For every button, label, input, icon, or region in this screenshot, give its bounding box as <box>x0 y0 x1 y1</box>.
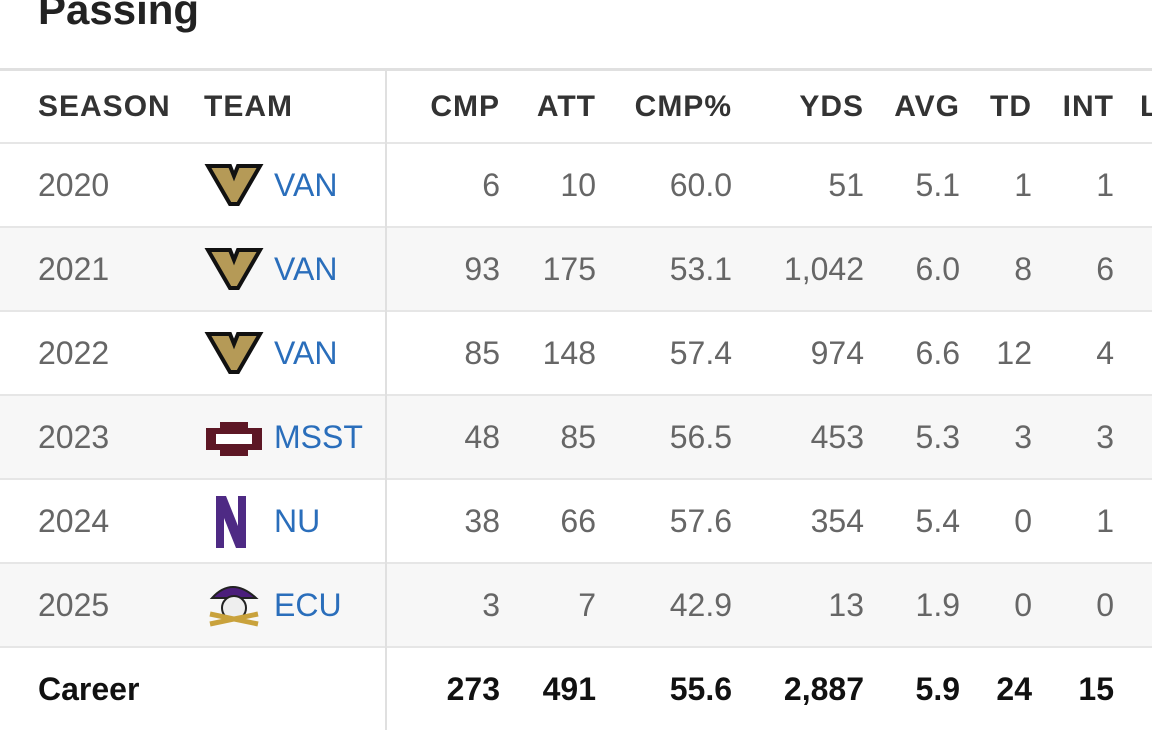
team-link: VAN <box>274 166 338 203</box>
column-header: SEASON <box>38 90 171 123</box>
stat-value: 13 <box>828 586 864 623</box>
van-logo <box>204 164 264 206</box>
column-header: L <box>1140 90 1152 123</box>
column-header: ATT <box>536 90 596 123</box>
season: 2020 <box>38 166 110 203</box>
stat-value: 148 <box>542 334 596 371</box>
msst-logo <box>206 422 262 456</box>
stat-value: 66 <box>560 502 596 539</box>
column-header: CMP <box>430 90 500 123</box>
total-value: 55.6 <box>669 670 732 707</box>
stat-value: 85 <box>464 334 500 371</box>
stat-value: 1 <box>1014 166 1032 203</box>
ecu-logo <box>209 586 259 627</box>
stat-value: 38 <box>464 502 500 539</box>
stat-value: 3 <box>1014 418 1032 455</box>
stat-value: 6 <box>1096 250 1114 287</box>
stat-value: 12 <box>996 334 1032 371</box>
data-row: 2021 VAN 93 175 53.1 1,042 6.0 8 6 <box>0 226 1152 310</box>
stat-value: 53.1 <box>669 250 732 287</box>
stat-value: 56.5 <box>669 418 732 455</box>
stat-value: 60.0 <box>669 166 732 203</box>
stat-value: 42.9 <box>669 586 732 623</box>
stat-value: 8 <box>1014 250 1032 287</box>
stat-value: 1 <box>1096 502 1114 539</box>
stat-value: 1,042 <box>783 250 864 287</box>
stat-value: 6.0 <box>915 250 960 287</box>
stat-value: 10 <box>560 166 596 203</box>
stat-value: 0 <box>1014 502 1032 539</box>
total-value: 15 <box>1078 670 1114 707</box>
stat-value: 354 <box>810 502 864 539</box>
data-row: 2023 MSST 48 85 56.5 453 5.3 3 3 <box>0 394 1152 478</box>
column-header: TEAM <box>204 90 293 123</box>
stat-value: 5.3 <box>915 418 960 455</box>
stat-value: 85 <box>560 418 596 455</box>
column-divider <box>385 70 387 730</box>
stat-value: 0 <box>1096 586 1114 623</box>
total-value: 5.9 <box>915 670 960 707</box>
total-value: 24 <box>996 670 1032 707</box>
stat-value: 453 <box>810 418 864 455</box>
season: 2025 <box>38 586 110 623</box>
stat-value: 175 <box>542 250 596 287</box>
stat-value: 51 <box>828 166 864 203</box>
stat-value: 48 <box>464 418 500 455</box>
team-link: NU <box>274 502 321 539</box>
footer-label: Career <box>38 670 140 707</box>
team-link: MSST <box>274 418 363 455</box>
nu-logo <box>216 496 246 548</box>
data-row: 2025 ECU 3 7 42.9 13 1.9 0 0 <box>0 562 1152 646</box>
stat-value: 1.9 <box>915 586 960 623</box>
column-header: YDS <box>799 90 864 123</box>
stat-value: 3 <box>1096 418 1114 455</box>
van-logo <box>204 248 264 290</box>
total-value: 2,887 <box>783 670 864 707</box>
header-row: SEASON TEAM CMP ATT CMP% YDS AVG TD INT L <box>0 68 1152 145</box>
data-row: 2022 VAN 85 148 57.4 974 6.6 12 4 <box>0 310 1152 394</box>
team-link: VAN <box>274 334 338 371</box>
column-header: TD <box>990 90 1032 123</box>
stat-value: 5.1 <box>915 166 960 203</box>
stat-value: 6 <box>482 166 500 203</box>
team-link: VAN <box>274 250 338 287</box>
stat-value: 3 <box>482 586 500 623</box>
team-link: ECU <box>274 586 342 623</box>
total-value: 491 <box>542 670 596 707</box>
section-title: Passing <box>38 0 200 33</box>
total-value: 273 <box>446 670 500 707</box>
data-row: 2024 NU 38 66 57.6 354 5.4 0 1 <box>0 478 1152 562</box>
season: 2023 <box>38 418 110 455</box>
footer-row: Career 273 491 55.6 2,887 5.9 24 15 <box>0 646 1152 730</box>
season: 2021 <box>38 250 110 287</box>
season: 2024 <box>38 502 110 539</box>
stat-value: 974 <box>810 334 864 371</box>
column-header: CMP% <box>634 90 732 123</box>
stat-value: 57.6 <box>669 502 732 539</box>
van-logo <box>204 332 264 374</box>
season: 2022 <box>38 334 110 371</box>
stat-value: 7 <box>578 586 596 623</box>
stat-value: 57.4 <box>669 334 732 371</box>
column-header: INT <box>1062 90 1114 123</box>
stat-value: 0 <box>1014 586 1032 623</box>
stat-value: 4 <box>1096 334 1114 371</box>
data-row: 2020 VAN 6 10 60.0 51 5.1 1 1 <box>0 142 1152 226</box>
stat-value: 93 <box>464 250 500 287</box>
stat-value: 1 <box>1096 166 1114 203</box>
column-header: AVG <box>894 90 960 123</box>
stat-value: 5.4 <box>915 502 960 539</box>
stat-value: 6.6 <box>915 334 960 371</box>
